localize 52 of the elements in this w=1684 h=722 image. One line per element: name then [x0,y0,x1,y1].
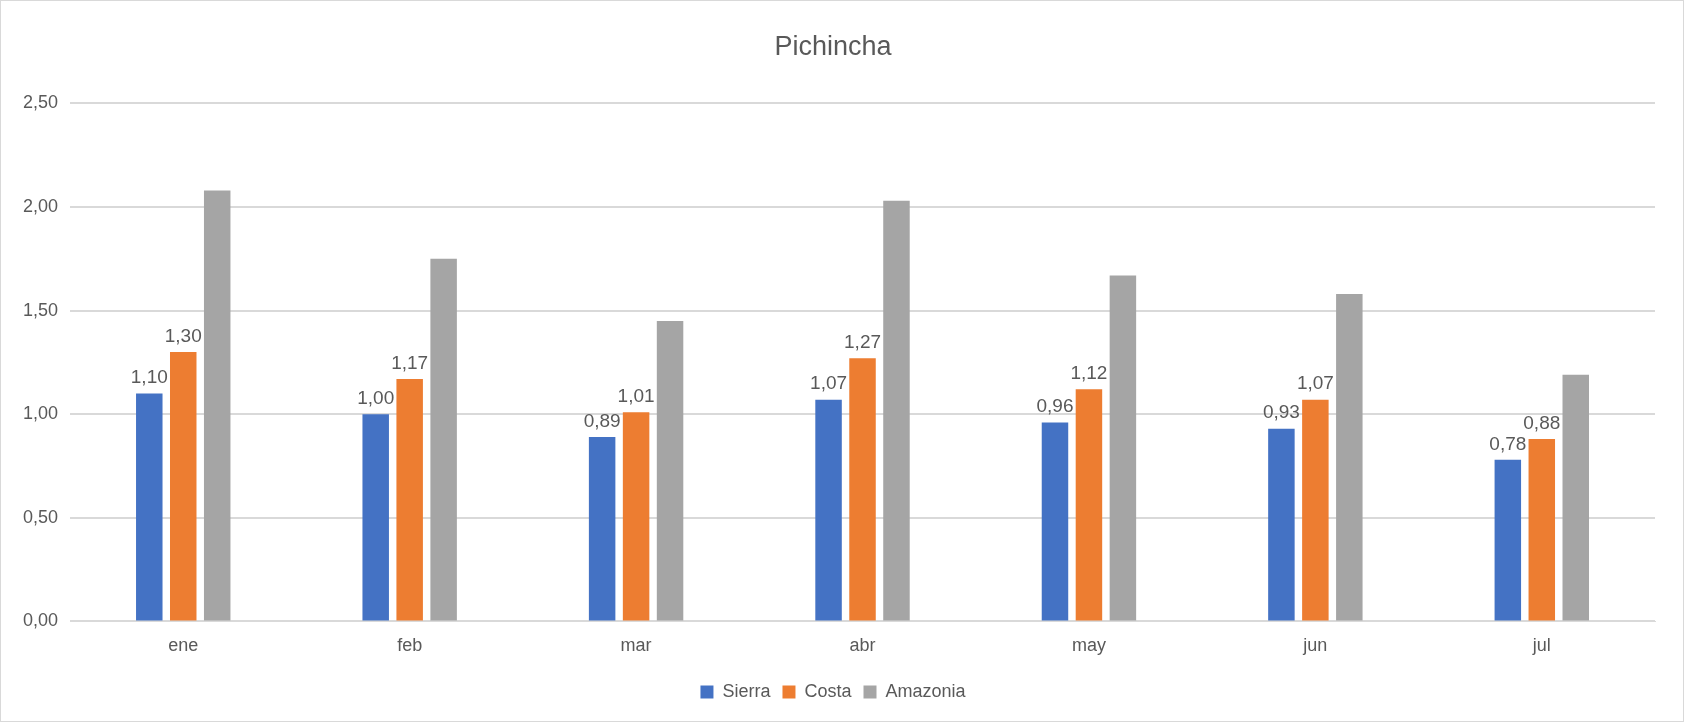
data-label: 0,89 [583,409,621,431]
bar [1562,374,1589,621]
bar [396,378,423,621]
x-tick-label: jul [1531,635,1551,656]
data-label: 1,10 [130,366,168,388]
data-label: 0,78 [1489,432,1527,454]
bar [1109,275,1137,621]
x-tick-label: feb [397,635,423,656]
bar [1302,399,1329,621]
bar [1528,439,1556,621]
x-tick-label: may [1071,635,1106,656]
x-tick-label: abr [849,635,876,656]
data-label: 0,88 [1523,411,1561,433]
y-tick-label: 0,50 [22,506,59,527]
x-tick-label: mar [620,635,652,656]
data-label: 1,12 [1070,362,1108,384]
bar [656,320,684,621]
bar [588,436,616,621]
x-tick-label: jun [1302,635,1328,656]
bar [815,399,842,621]
y-tick-label: 2,50 [22,92,59,113]
bar [170,352,197,621]
data-label: 1,07 [1296,372,1334,394]
data-label: 1,07 [810,372,848,394]
chart-title: Pichincha [774,30,893,61]
x-tick-label: ene [168,635,199,656]
bar [362,414,389,621]
data-label: 1,00 [357,386,395,408]
bar [849,358,876,621]
legend-label: Amazonia [885,680,967,701]
data-label: 1,30 [164,324,202,346]
bar [1075,389,1103,621]
y-tick-label: 0,00 [22,610,59,631]
y-tick-label: 1,00 [22,403,59,424]
bar [883,200,910,621]
data-label: 1,27 [844,330,882,352]
bar [1268,428,1295,621]
bar [430,258,457,621]
bar [1041,422,1069,621]
data-label: 1,01 [617,384,655,406]
bar [136,393,163,621]
bar [1336,294,1363,621]
bar [622,412,650,621]
legend-label: Sierra [722,680,772,701]
data-label: 0,96 [1036,395,1074,417]
data-label: 0,93 [1262,401,1300,423]
bar [1494,459,1522,621]
legend-label: Costa [804,680,853,701]
y-tick-label: 1,50 [22,299,59,320]
y-tick-label: 2,00 [22,195,59,216]
bar [203,190,231,621]
data-label: 1,17 [391,351,429,373]
